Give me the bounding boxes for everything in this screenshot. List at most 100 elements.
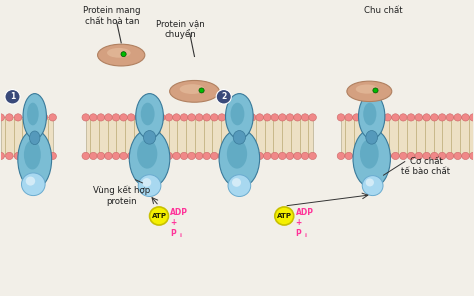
Ellipse shape <box>226 94 253 139</box>
Circle shape <box>32 114 39 121</box>
Circle shape <box>128 152 135 160</box>
Circle shape <box>415 114 423 121</box>
Circle shape <box>264 114 271 121</box>
Ellipse shape <box>23 94 46 139</box>
Text: Protein mang
chất hoà tan: Protein mang chất hoà tan <box>83 6 140 25</box>
Circle shape <box>384 152 392 160</box>
Ellipse shape <box>219 129 260 188</box>
Ellipse shape <box>230 103 245 125</box>
Circle shape <box>256 152 264 160</box>
Circle shape <box>6 152 13 160</box>
Circle shape <box>49 152 56 160</box>
Circle shape <box>23 152 30 160</box>
Circle shape <box>345 114 353 121</box>
Bar <box>341 118 474 156</box>
Circle shape <box>407 152 415 160</box>
Text: ATP: ATP <box>277 213 292 219</box>
Circle shape <box>423 152 430 160</box>
Circle shape <box>203 114 210 121</box>
Ellipse shape <box>107 48 131 58</box>
Circle shape <box>400 152 407 160</box>
Circle shape <box>256 114 264 121</box>
Ellipse shape <box>129 129 170 188</box>
Ellipse shape <box>27 103 39 125</box>
Circle shape <box>384 114 392 121</box>
Circle shape <box>286 152 294 160</box>
Ellipse shape <box>363 103 376 125</box>
Circle shape <box>423 114 430 121</box>
Circle shape <box>362 176 383 196</box>
Circle shape <box>415 152 423 160</box>
Circle shape <box>392 114 399 121</box>
Circle shape <box>40 152 48 160</box>
Circle shape <box>143 114 150 121</box>
Circle shape <box>97 152 105 160</box>
Circle shape <box>301 152 309 160</box>
Circle shape <box>430 114 438 121</box>
Circle shape <box>228 175 251 197</box>
Ellipse shape <box>366 131 378 144</box>
Text: Chu chất: Chu chất <box>364 6 403 15</box>
Circle shape <box>309 114 317 121</box>
Text: Protein vận
chuyển: Protein vận chuyển <box>156 19 205 39</box>
Circle shape <box>241 152 248 160</box>
Circle shape <box>32 152 39 160</box>
Circle shape <box>180 152 188 160</box>
Circle shape <box>105 152 112 160</box>
Circle shape <box>368 152 376 160</box>
Ellipse shape <box>353 129 391 188</box>
Ellipse shape <box>136 94 164 139</box>
Circle shape <box>279 114 286 121</box>
Text: Cơ chất
tế bào chất: Cơ chất tế bào chất <box>401 157 451 176</box>
Circle shape <box>138 175 161 197</box>
Circle shape <box>210 152 218 160</box>
Circle shape <box>337 114 345 121</box>
Circle shape <box>188 114 195 121</box>
Circle shape <box>195 114 203 121</box>
Circle shape <box>150 152 157 160</box>
Ellipse shape <box>18 130 52 189</box>
Circle shape <box>14 114 22 121</box>
Circle shape <box>210 114 218 121</box>
Circle shape <box>40 114 48 121</box>
Circle shape <box>157 114 165 121</box>
Circle shape <box>180 114 188 121</box>
Circle shape <box>195 152 203 160</box>
Circle shape <box>226 114 233 121</box>
Circle shape <box>173 114 180 121</box>
Circle shape <box>232 178 241 187</box>
Circle shape <box>165 114 173 121</box>
Circle shape <box>120 152 128 160</box>
Circle shape <box>294 114 301 121</box>
Circle shape <box>218 114 226 121</box>
Circle shape <box>454 114 462 121</box>
Circle shape <box>361 114 368 121</box>
Circle shape <box>365 178 374 186</box>
Ellipse shape <box>98 44 145 66</box>
Circle shape <box>286 114 294 121</box>
Bar <box>0 118 53 156</box>
Text: P: P <box>296 229 301 238</box>
Circle shape <box>203 152 210 160</box>
Circle shape <box>0 152 4 160</box>
Circle shape <box>407 114 415 121</box>
Circle shape <box>112 152 120 160</box>
Circle shape <box>120 114 128 121</box>
Circle shape <box>199 88 204 93</box>
Circle shape <box>0 114 4 121</box>
Circle shape <box>23 114 30 121</box>
Circle shape <box>143 152 150 160</box>
Circle shape <box>233 114 241 121</box>
Ellipse shape <box>356 84 378 94</box>
Circle shape <box>392 152 399 160</box>
Ellipse shape <box>347 81 392 102</box>
Circle shape <box>438 152 446 160</box>
Circle shape <box>90 114 97 121</box>
Circle shape <box>165 152 173 160</box>
Circle shape <box>345 152 353 160</box>
Text: 1: 1 <box>10 92 15 101</box>
Circle shape <box>400 114 407 121</box>
Ellipse shape <box>170 81 219 102</box>
Circle shape <box>462 152 469 160</box>
Circle shape <box>353 152 360 160</box>
